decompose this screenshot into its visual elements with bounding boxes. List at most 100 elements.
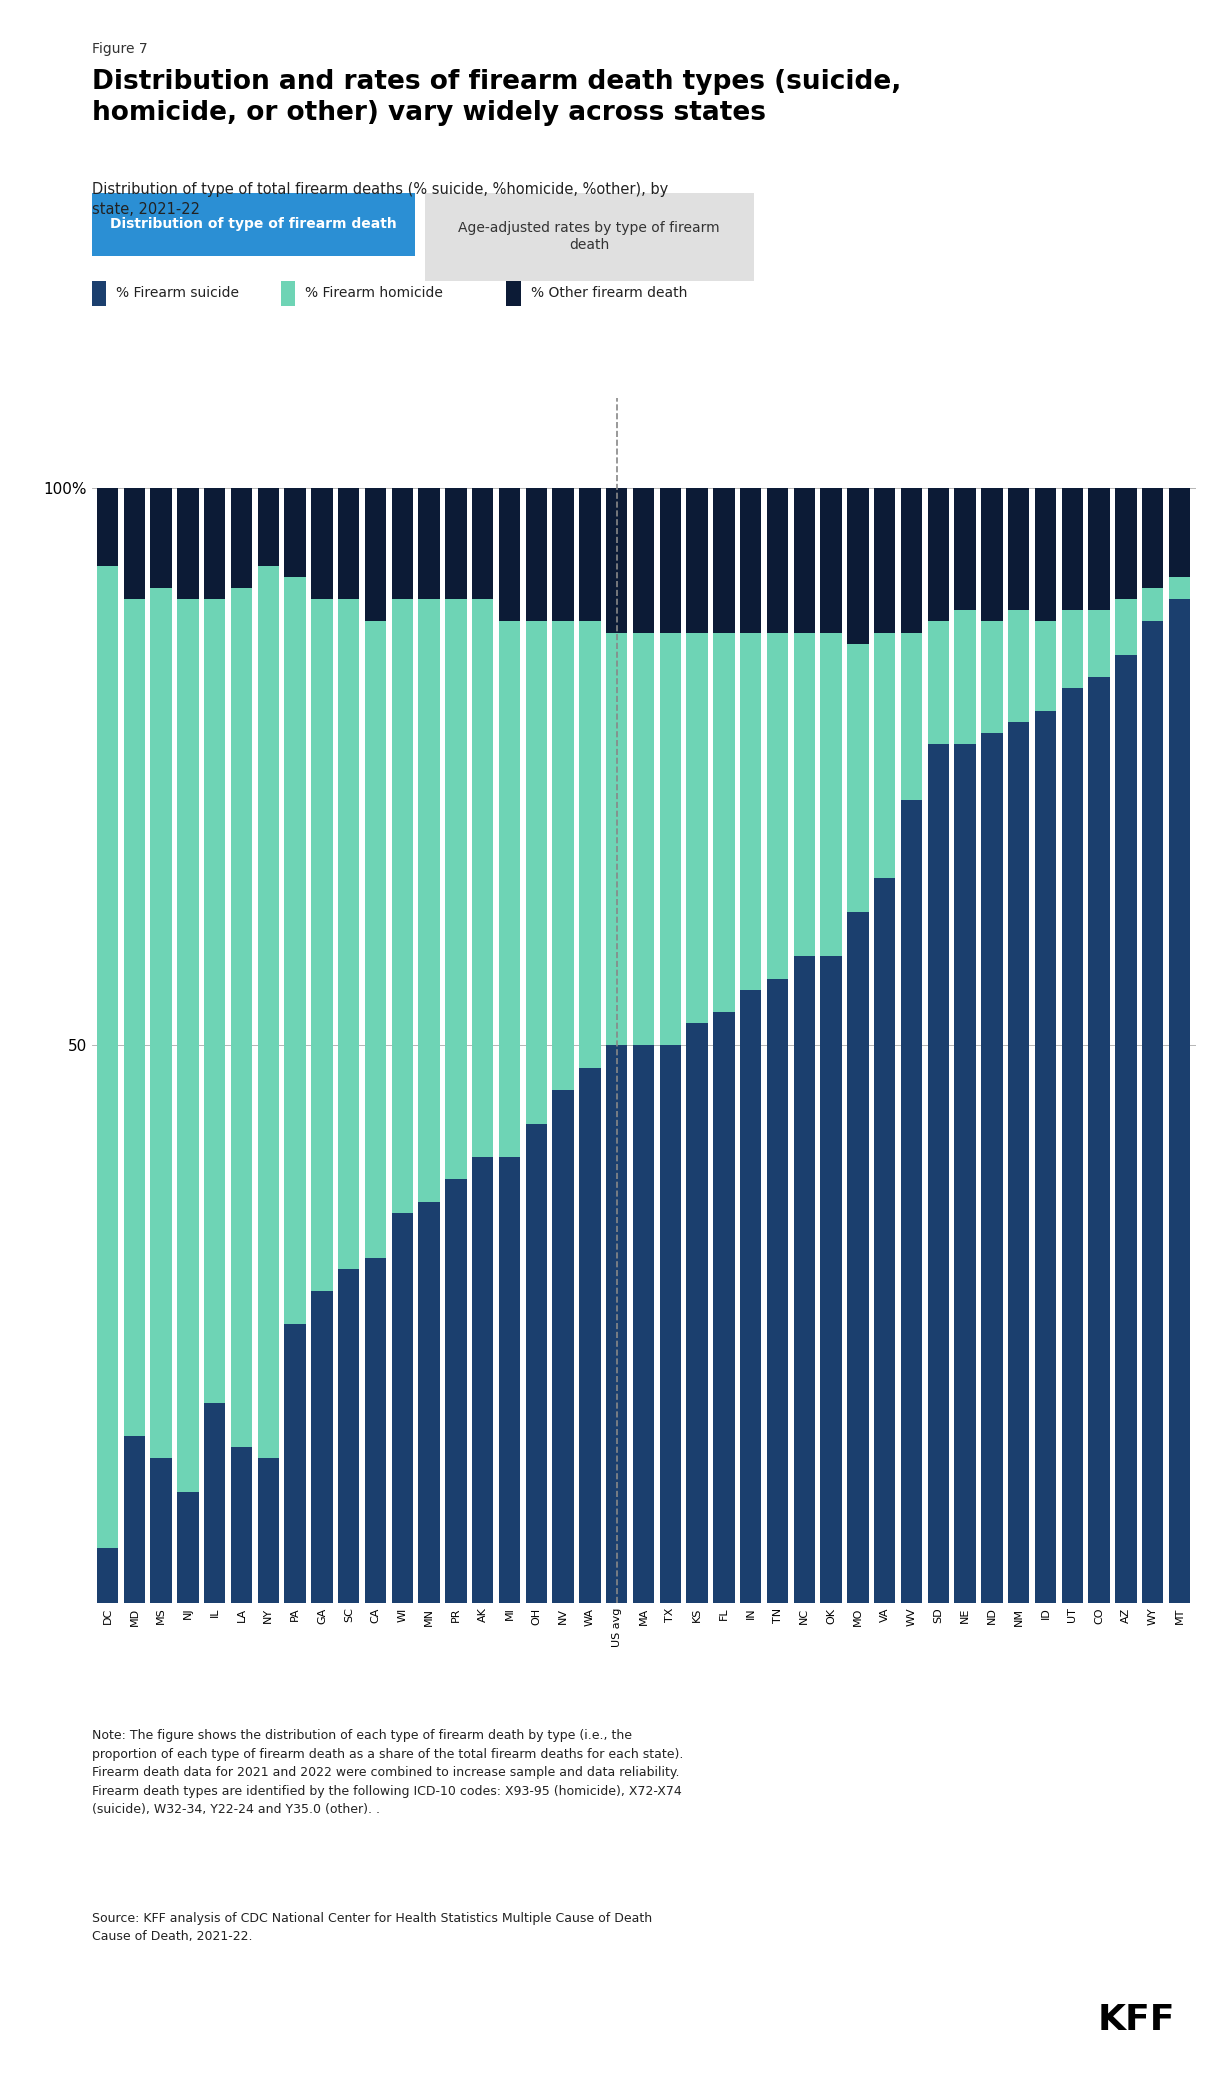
Bar <box>981 488 1003 620</box>
Bar <box>741 488 761 633</box>
Bar <box>123 488 145 599</box>
Bar <box>633 1046 654 1603</box>
Bar <box>96 566 118 1547</box>
Text: KFF: KFF <box>1098 2004 1176 2037</box>
Bar <box>927 620 949 744</box>
Bar <box>150 488 172 589</box>
Bar <box>606 633 627 1046</box>
Bar <box>1169 576 1191 599</box>
Bar <box>499 620 520 1157</box>
Bar <box>1035 620 1057 711</box>
Bar <box>257 1459 279 1603</box>
Bar <box>311 599 333 1291</box>
Bar <box>714 633 734 1012</box>
Bar <box>580 488 600 620</box>
Bar <box>767 979 788 1603</box>
Bar <box>1115 488 1137 599</box>
Bar <box>1088 610 1110 677</box>
Bar <box>687 1023 708 1603</box>
Bar <box>954 610 976 744</box>
Text: Age-adjusted rates by type of firearm
death: Age-adjusted rates by type of firearm de… <box>459 222 720 252</box>
Bar <box>741 989 761 1603</box>
Text: % Firearm homicide: % Firearm homicide <box>305 287 443 300</box>
Bar <box>392 488 414 599</box>
Text: % Other firearm death: % Other firearm death <box>531 287 687 300</box>
Bar <box>874 633 895 878</box>
Bar <box>633 633 654 1046</box>
Bar <box>177 488 199 599</box>
Bar <box>900 633 922 801</box>
Bar <box>284 1325 306 1603</box>
Bar <box>231 589 253 1446</box>
Bar <box>123 599 145 1436</box>
Bar <box>1088 677 1110 1603</box>
Bar <box>204 599 226 1402</box>
Bar <box>820 488 842 633</box>
Bar <box>981 734 1003 1603</box>
Bar <box>847 912 869 1603</box>
Bar <box>1061 610 1083 687</box>
Bar <box>418 488 440 599</box>
Bar <box>954 488 976 610</box>
Bar <box>794 488 815 633</box>
Bar <box>714 1012 734 1603</box>
Bar <box>284 576 306 1325</box>
Bar <box>553 620 573 1090</box>
Bar <box>231 488 253 589</box>
Bar <box>365 1258 387 1603</box>
Bar <box>1142 488 1164 589</box>
Bar <box>927 488 949 620</box>
Bar <box>1115 654 1137 1603</box>
Text: % Firearm suicide: % Firearm suicide <box>116 287 239 300</box>
Bar <box>526 488 547 620</box>
Bar <box>1169 488 1191 576</box>
Bar <box>445 599 467 1180</box>
Bar <box>177 1492 199 1603</box>
Bar <box>472 1157 493 1603</box>
Bar <box>177 599 199 1492</box>
Bar <box>847 643 869 912</box>
Bar <box>1061 488 1083 610</box>
Bar <box>96 1547 118 1603</box>
Bar <box>338 488 360 599</box>
Bar <box>1088 488 1110 610</box>
Bar <box>338 599 360 1268</box>
Bar <box>472 599 493 1157</box>
Bar <box>445 488 467 599</box>
Bar <box>687 488 708 633</box>
Bar <box>445 1180 467 1603</box>
Bar <box>1061 687 1083 1603</box>
Bar <box>1115 599 1137 654</box>
Bar <box>687 633 708 1023</box>
Bar <box>767 633 788 979</box>
Bar <box>284 488 306 576</box>
Bar <box>392 1214 414 1603</box>
Text: Source: KFF analysis of CDC National Center for Health Statistics Multiple Cause: Source: KFF analysis of CDC National Cen… <box>92 1912 651 1943</box>
Bar <box>927 744 949 1603</box>
Bar <box>499 488 520 620</box>
Bar <box>1008 488 1030 610</box>
Bar <box>1035 711 1057 1603</box>
Bar <box>123 1436 145 1603</box>
Bar <box>847 488 869 643</box>
Bar <box>580 620 600 1067</box>
Bar <box>794 956 815 1603</box>
Bar <box>257 488 279 566</box>
Bar <box>767 488 788 633</box>
Bar <box>660 1046 681 1603</box>
Bar <box>392 599 414 1214</box>
Bar <box>311 1291 333 1603</box>
Text: Note: The figure shows the distribution of each type of firearm death by type (i: Note: The figure shows the distribution … <box>92 1729 683 1817</box>
Bar <box>606 488 627 633</box>
Bar <box>472 488 493 599</box>
Bar <box>418 1201 440 1603</box>
Bar <box>660 633 681 1046</box>
Bar <box>1008 721 1030 1603</box>
Bar <box>741 633 761 989</box>
Bar <box>231 1446 253 1603</box>
Bar <box>338 1268 360 1603</box>
Bar <box>714 488 734 633</box>
Bar <box>874 488 895 633</box>
Bar <box>418 599 440 1201</box>
Bar <box>204 488 226 599</box>
